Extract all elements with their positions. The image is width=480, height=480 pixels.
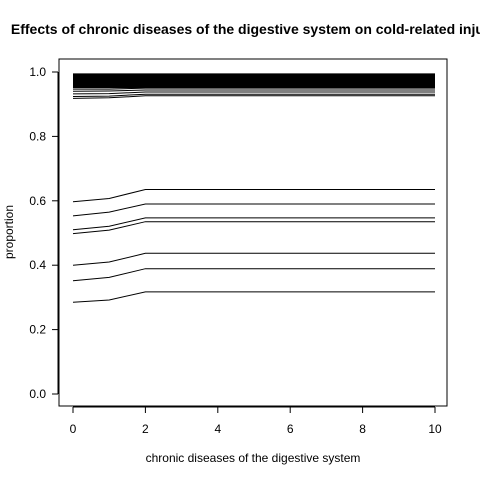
chart-title: Effects of chronic diseases of the diges… bbox=[11, 21, 480, 37]
plot-frame bbox=[58, 58, 448, 407]
x-axis: 0 2 4 6 8 10 bbox=[70, 406, 442, 436]
series-line-5 bbox=[72, 217, 435, 231]
y-tick-label: 0.0 bbox=[29, 387, 46, 401]
y-tick-label: 0.6 bbox=[29, 194, 46, 208]
series-line-1 bbox=[72, 291, 435, 303]
series-line-12 bbox=[73, 87, 435, 90]
series-line-3 bbox=[72, 252, 435, 266]
x-axis-label: chronic diseases of the digestive system bbox=[146, 451, 361, 465]
series-line-10 bbox=[72, 91, 435, 95]
y-tick-label: 0.8 bbox=[29, 129, 46, 143]
x-tick-label: 2 bbox=[142, 422, 149, 436]
series-line-13 bbox=[73, 86, 435, 88]
series-group bbox=[72, 73, 435, 303]
x-tick-label: 10 bbox=[428, 422, 442, 436]
y-tick-label: 1.0 bbox=[29, 65, 46, 79]
x-tick-label: 4 bbox=[214, 422, 221, 436]
y-axis-label: proportion bbox=[2, 205, 16, 259]
series-line-8 bbox=[72, 95, 435, 99]
x-tick-label: 6 bbox=[287, 422, 294, 436]
series-line-2 bbox=[72, 268, 435, 282]
y-axis: 0.0 0.2 0.4 0.6 0.8 1.0 bbox=[29, 65, 59, 401]
series-line-11 bbox=[72, 89, 435, 92]
series-line-6 bbox=[72, 203, 435, 217]
x-tick-label: 8 bbox=[359, 422, 366, 436]
series-line-14 bbox=[73, 84, 435, 86]
series-line-4 bbox=[72, 221, 435, 235]
x-tick-label: 0 bbox=[70, 422, 77, 436]
y-tick-label: 0.4 bbox=[29, 258, 46, 272]
y-tick-label: 0.2 bbox=[29, 323, 46, 337]
series-line-9 bbox=[72, 93, 435, 97]
series-line-7 bbox=[72, 189, 435, 203]
